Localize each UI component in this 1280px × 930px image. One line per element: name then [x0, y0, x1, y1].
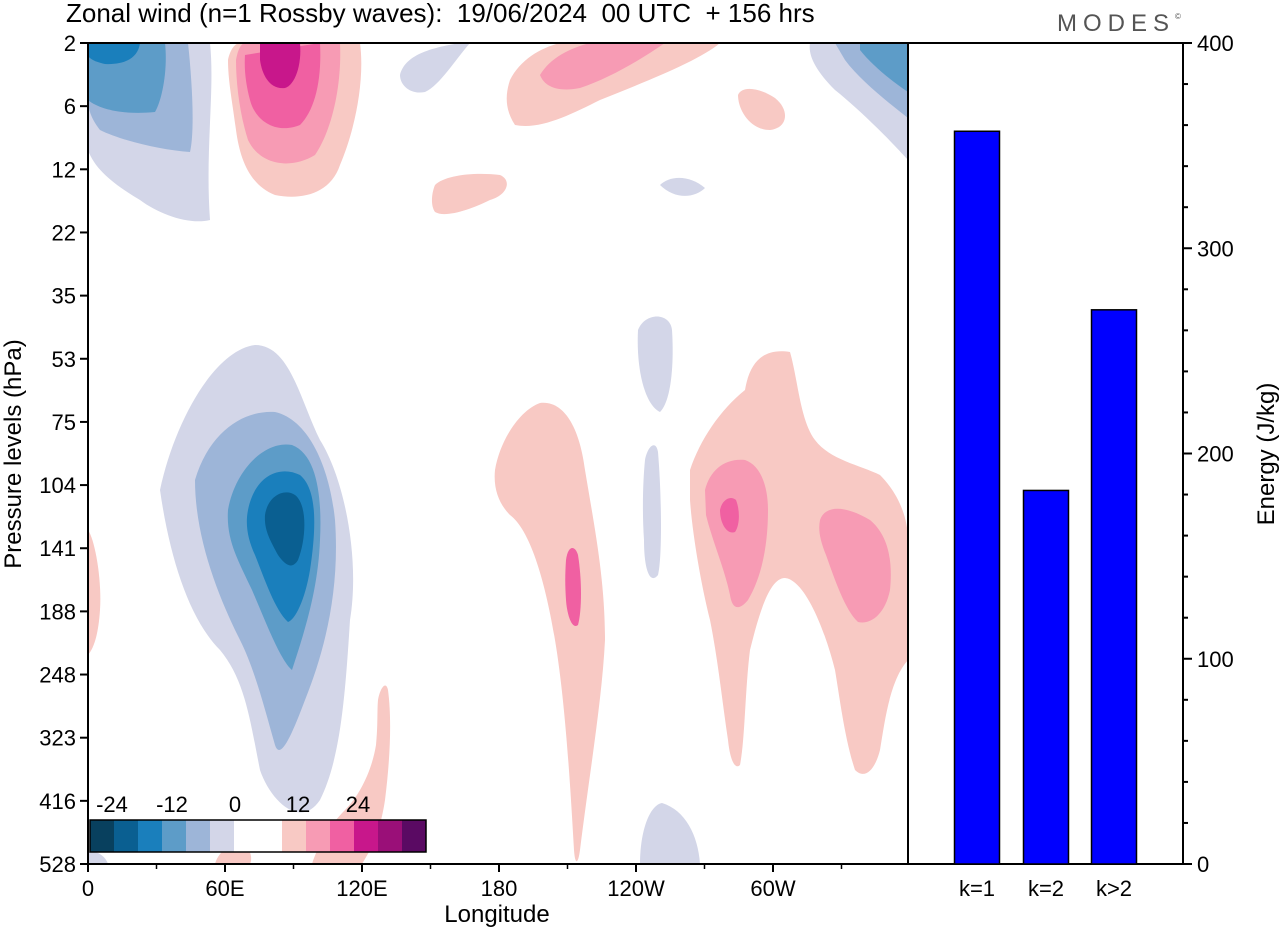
y-tick-label: 528 [39, 852, 76, 877]
colorbar-label: 12 [286, 792, 310, 817]
contour-pos-17 [819, 508, 891, 623]
y-tick-label: 416 [39, 789, 76, 814]
energy-tick-label: 200 [1197, 442, 1234, 467]
contour-pos-6 [540, 43, 665, 90]
contour-neg-12 [264, 492, 305, 566]
y-tick-label: 2 [64, 31, 76, 56]
longitude-axis: 0 60E 120E 180 120W 60W [82, 864, 843, 901]
contour-pos-15 [705, 459, 768, 608]
brand-mark: © [1175, 12, 1181, 21]
energy-axis-title: Energy (J/kg) [1253, 383, 1280, 526]
contour-pos-10 [494, 402, 605, 862]
colorbar-frame [89, 819, 427, 853]
x-tick-label: 180 [481, 876, 518, 901]
energy-bar [1022, 489, 1070, 865]
energy-tick-label: 0 [1197, 852, 1209, 877]
contour-neg-18 [88, 851, 108, 864]
contour-pos-8 [431, 173, 507, 215]
contour-neg-7 [860, 43, 908, 92]
y-tick-label: 53 [52, 347, 76, 372]
colorbar-label: -12 [156, 792, 188, 817]
contour-field [88, 43, 908, 864]
contour-neg-17 [640, 803, 700, 864]
colorbar-label: -24 [96, 792, 128, 817]
contour-pos-7 [738, 88, 786, 130]
x-tick-label: 0 [82, 876, 94, 901]
colorbar-swatch [90, 820, 114, 852]
energy-bar [1090, 309, 1138, 865]
colorbar-swatch [210, 820, 234, 852]
brand-text: MODES [1057, 10, 1176, 37]
colorbar-swatch [282, 820, 306, 852]
colorbar-swatch [306, 820, 330, 852]
colorbar-swatch [354, 820, 378, 852]
contour-neg-14 [660, 177, 705, 196]
colorbar-label: 24 [346, 792, 370, 817]
colorbar-swatch [330, 820, 354, 852]
bar-category-label: k=2 [1028, 876, 1064, 901]
colorbar-swatch [378, 820, 402, 852]
energy-tick-label: 400 [1197, 31, 1234, 56]
energy-bar [953, 130, 1001, 865]
chart-title: Zonal wind (n=1 Rossby waves): 19/06/202… [66, 0, 815, 28]
contour-neg-4 [88, 43, 140, 65]
contour-neg-13 [400, 43, 470, 93]
y-tick-label: 35 [52, 284, 76, 309]
energy-bars [953, 130, 1138, 865]
colorbar-swatch [114, 820, 138, 852]
wavenumber-axis: k=1 k=2 k>2 [959, 876, 1132, 901]
contour-pos-4 [260, 43, 301, 89]
pressure-axis: 2 6 12 22 35 53 75 104 141 188 248 323 416 528 [39, 31, 88, 877]
contour-pos-16 [720, 498, 739, 533]
colorbar-swatch [138, 820, 162, 852]
y-tick-label: 248 [39, 663, 76, 688]
x-tick-label: 60W [750, 876, 795, 901]
colorbar-swatch [186, 820, 210, 852]
contour-neg-15 [637, 316, 673, 412]
y-tick-label: 104 [39, 473, 76, 498]
y-tick-label: 188 [39, 599, 76, 624]
x-tick-label: 120E [336, 876, 387, 901]
energy-tick-label: 100 [1197, 647, 1234, 672]
contour-pos-11 [565, 548, 581, 626]
energy-axis: 0 100 200 300 400 [1183, 31, 1234, 877]
y-tick-label: 75 [52, 410, 76, 435]
y-axis-title: Pressure levels (hPa) [0, 339, 27, 568]
energy-tick-label: 300 [1197, 236, 1234, 261]
colorbar-swatch [258, 820, 282, 852]
y-tick-label: 141 [39, 536, 76, 561]
x-axis-title: Longitude [444, 901, 549, 928]
bar-category-label: k=1 [959, 876, 995, 901]
y-tick-label: 323 [39, 726, 76, 751]
contour-pos-14 [690, 351, 908, 774]
x-tick-label: 60E [205, 876, 244, 901]
colorbar: -24 -12 0 12 24 [89, 792, 427, 853]
x-tick-label: 120W [607, 876, 665, 901]
brand-logo: MODES© [1057, 10, 1181, 38]
bar-category-label: k>2 [1096, 876, 1132, 901]
colorbar-swatch [162, 820, 186, 852]
y-tick-label: 12 [52, 157, 76, 182]
y-tick-label: 22 [52, 220, 76, 245]
colorbar-swatch [234, 820, 258, 852]
colorbar-label: 0 [229, 792, 241, 817]
contour-neg-16 [642, 445, 661, 579]
contour-pos-9 [88, 530, 101, 655]
y-tick-label: 6 [64, 94, 76, 119]
colorbar-swatch [402, 820, 426, 852]
